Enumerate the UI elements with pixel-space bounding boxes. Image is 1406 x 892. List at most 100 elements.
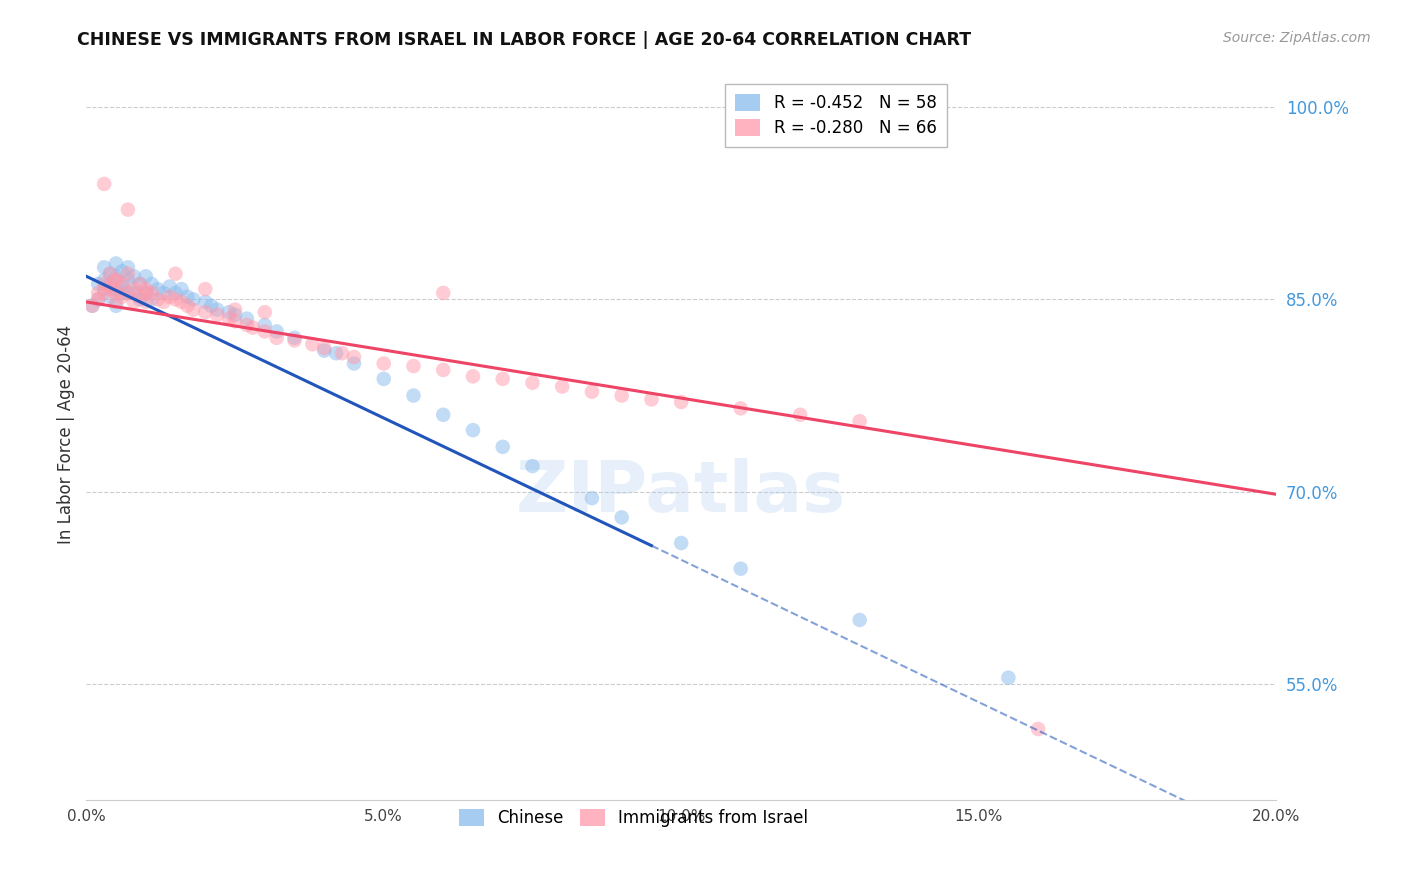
Point — [98, 282, 121, 296]
Point — [1026, 722, 1049, 736]
Point — [236, 318, 259, 332]
Point — [848, 414, 870, 428]
Point — [122, 285, 145, 300]
Point — [122, 269, 145, 284]
Text: Source: ZipAtlas.com: Source: ZipAtlas.com — [1223, 31, 1371, 45]
Point — [165, 293, 187, 307]
Point — [997, 671, 1019, 685]
Point — [105, 299, 128, 313]
Point — [373, 356, 395, 370]
Point — [224, 302, 246, 317]
Point — [117, 260, 139, 275]
Point — [330, 346, 353, 360]
Point — [135, 285, 157, 300]
Point — [176, 299, 198, 313]
Point — [432, 408, 454, 422]
Point — [325, 346, 347, 360]
Point — [301, 337, 323, 351]
Point — [253, 305, 276, 319]
Point — [218, 305, 240, 319]
Point — [373, 372, 395, 386]
Point — [141, 285, 163, 300]
Point — [141, 277, 163, 291]
Point — [402, 359, 425, 373]
Point — [93, 260, 115, 275]
Point — [522, 376, 544, 390]
Point — [117, 202, 139, 217]
Point — [610, 388, 633, 402]
Point — [87, 285, 110, 300]
Point — [848, 613, 870, 627]
Point — [98, 277, 121, 291]
Point — [266, 325, 288, 339]
Point — [105, 256, 128, 270]
Point — [122, 294, 145, 309]
Point — [581, 491, 603, 505]
Point — [98, 279, 121, 293]
Point — [581, 384, 603, 399]
Point — [730, 562, 752, 576]
Point — [610, 510, 633, 524]
Point — [105, 282, 128, 296]
Point — [236, 311, 259, 326]
Point — [87, 277, 110, 291]
Point — [146, 282, 169, 296]
Point — [146, 293, 169, 307]
Point — [165, 267, 187, 281]
Point — [224, 308, 246, 322]
Point — [98, 267, 121, 281]
Point — [117, 285, 139, 300]
Point — [122, 282, 145, 296]
Point — [218, 311, 240, 326]
Point — [93, 277, 115, 291]
Point — [141, 293, 163, 307]
Point — [283, 331, 305, 345]
Point — [640, 392, 662, 407]
Point — [117, 285, 139, 300]
Point — [669, 395, 692, 409]
Point — [492, 372, 515, 386]
Point — [117, 267, 139, 281]
Point — [87, 293, 110, 307]
Point — [402, 388, 425, 402]
Point — [111, 264, 134, 278]
Point — [432, 363, 454, 377]
Point — [105, 285, 128, 300]
Point — [105, 273, 128, 287]
Point — [461, 423, 484, 437]
Y-axis label: In Labor Force | Age 20-64: In Labor Force | Age 20-64 — [58, 325, 75, 543]
Point — [283, 334, 305, 348]
Point — [165, 285, 187, 300]
Point — [82, 299, 104, 313]
Point — [111, 277, 134, 291]
Point — [135, 285, 157, 300]
Point — [93, 285, 115, 300]
Point — [159, 290, 181, 304]
Point — [128, 290, 150, 304]
Point — [135, 294, 157, 309]
Point — [432, 285, 454, 300]
Point — [343, 350, 366, 364]
Point — [194, 305, 217, 319]
Point — [205, 302, 228, 317]
Point — [111, 290, 134, 304]
Point — [669, 536, 692, 550]
Point — [314, 341, 336, 355]
Point — [128, 277, 150, 291]
Point — [105, 269, 128, 284]
Point — [253, 318, 276, 332]
Point — [135, 282, 157, 296]
Point — [105, 294, 128, 309]
Point — [242, 320, 264, 334]
Point — [135, 269, 157, 284]
Point — [314, 343, 336, 358]
Point — [551, 379, 574, 393]
Point — [152, 294, 174, 309]
Point — [117, 273, 139, 287]
Point — [224, 314, 246, 328]
Point — [176, 290, 198, 304]
Point — [98, 290, 121, 304]
Point — [205, 308, 228, 322]
Point — [111, 277, 134, 291]
Point — [111, 285, 134, 300]
